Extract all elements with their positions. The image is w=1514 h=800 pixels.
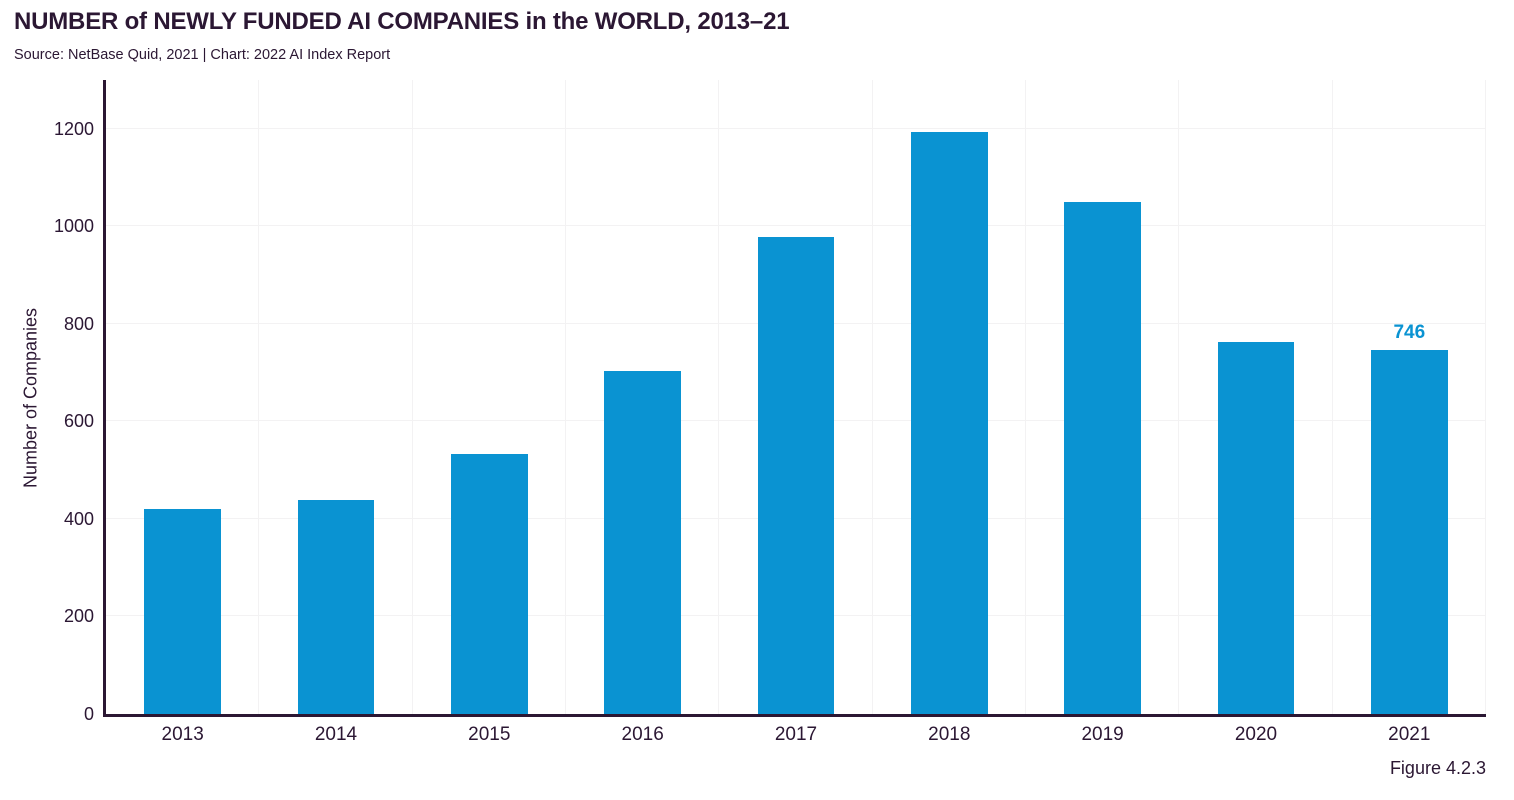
bar-2018 bbox=[911, 131, 988, 714]
chart-subtitle: Source: NetBase Quid, 2021 | Chart: 2022… bbox=[14, 47, 391, 63]
bar-2019 bbox=[1064, 202, 1141, 714]
x-tick-label-2014: 2014 bbox=[314, 724, 358, 745]
bar-2017 bbox=[757, 237, 835, 714]
figure-number: Figure 4.2.3 bbox=[1389, 758, 1486, 778]
y-tick-label-0: 0 bbox=[83, 704, 94, 724]
y-tick-label-800: 800 bbox=[63, 313, 94, 334]
y-tick-label-1200: 1200 bbox=[53, 118, 94, 139]
y-tick-label-1000: 1000 bbox=[53, 216, 94, 237]
bar-2015 bbox=[451, 454, 528, 714]
x-tick-label-2016: 2016 bbox=[621, 724, 664, 745]
chart-title: NUMBER of NEWLY FUNDED AI COMPANIES in t… bbox=[14, 8, 790, 35]
plot-area: 0 200 400 600 800 1000 1200 746 bbox=[54, 80, 1486, 723]
v-gridline-9 bbox=[1485, 80, 1486, 714]
x-tick-label-2013: 2013 bbox=[161, 724, 204, 745]
v-gridline-6 bbox=[1024, 80, 1026, 714]
x-tick-label-2015: 2015 bbox=[468, 724, 511, 745]
y-tick-label-200: 200 bbox=[63, 606, 94, 627]
x-tick-label-2018: 2018 bbox=[928, 724, 971, 745]
value-label-2021: 746 bbox=[1393, 322, 1426, 344]
x-tick-label-2019: 2019 bbox=[1081, 724, 1124, 745]
y-axis-title: Number of Companies bbox=[20, 307, 41, 489]
h-gridline-1000 bbox=[106, 225, 1486, 227]
bar-2016 bbox=[604, 370, 681, 714]
y-tick-label-600: 600 bbox=[63, 411, 94, 432]
bar-2020 bbox=[1217, 342, 1295, 714]
x-tick-label-2017: 2017 bbox=[774, 724, 818, 745]
v-gridline-1 bbox=[258, 80, 260, 714]
bar-2014 bbox=[297, 499, 375, 714]
y-tick-label-400: 400 bbox=[63, 508, 94, 529]
v-gridline-5 bbox=[871, 80, 873, 714]
v-gridline-2 bbox=[411, 80, 413, 714]
v-gridline-4 bbox=[718, 80, 720, 714]
v-gridline-3 bbox=[564, 80, 566, 714]
v-gridline-8 bbox=[1331, 80, 1333, 714]
x-axis-labels: 2013 2014 2015 2016 2017 2018 2019 2020 2021 bbox=[106, 724, 1486, 746]
v-gridline-7 bbox=[1178, 80, 1180, 714]
h-gridline-1200 bbox=[106, 127, 1486, 129]
bar-2013 bbox=[144, 509, 221, 714]
x-tick-label-2020: 2020 bbox=[1234, 724, 1278, 745]
bar-2021 bbox=[1371, 350, 1448, 714]
x-tick-label-2021: 2021 bbox=[1388, 724, 1431, 745]
